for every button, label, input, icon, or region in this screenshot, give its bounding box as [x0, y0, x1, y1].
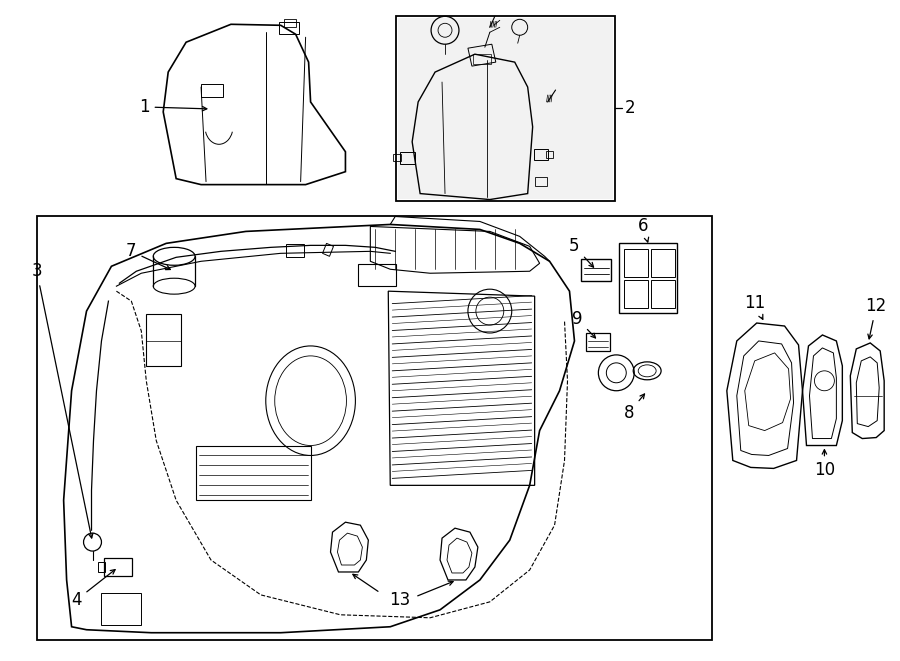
Text: 8: 8 — [624, 394, 644, 422]
Text: 7: 7 — [126, 243, 170, 270]
Bar — [400, 152, 415, 164]
Text: 10: 10 — [814, 449, 835, 479]
Bar — [545, 151, 553, 158]
Bar — [37, 217, 712, 640]
Bar — [581, 259, 611, 281]
Bar — [147, 314, 181, 366]
Bar — [393, 154, 401, 161]
Bar — [587, 333, 610, 351]
Text: 3: 3 — [32, 262, 93, 538]
Bar — [285, 245, 303, 257]
Text: 6: 6 — [638, 217, 649, 242]
Text: 9: 9 — [572, 310, 596, 338]
Bar — [619, 243, 677, 313]
Text: 13: 13 — [390, 591, 410, 609]
Bar — [652, 249, 675, 277]
Text: 4: 4 — [71, 570, 115, 609]
Bar — [358, 264, 396, 286]
Bar — [625, 280, 648, 308]
Text: 5: 5 — [569, 237, 594, 267]
Text: 12: 12 — [866, 297, 886, 339]
Text: 1: 1 — [139, 98, 207, 116]
Text: 11: 11 — [744, 294, 765, 319]
Bar — [196, 446, 310, 500]
Text: 2: 2 — [625, 99, 634, 117]
Bar — [102, 593, 141, 625]
Bar — [652, 280, 675, 308]
Bar — [398, 19, 613, 198]
Bar — [535, 176, 546, 186]
Bar — [472, 54, 490, 64]
Bar — [396, 17, 616, 200]
Bar — [534, 149, 547, 160]
Bar — [625, 249, 648, 277]
Bar — [104, 558, 132, 576]
Bar — [98, 562, 105, 572]
Bar — [201, 84, 223, 97]
